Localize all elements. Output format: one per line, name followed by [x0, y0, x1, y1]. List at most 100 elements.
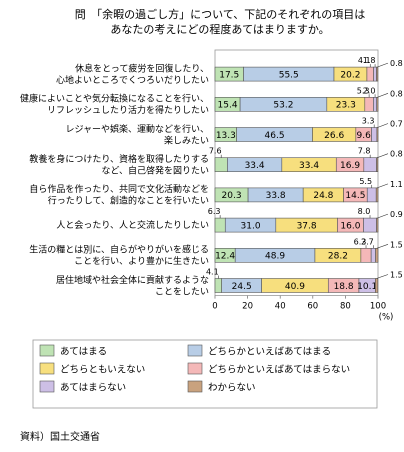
- bar-segment: [366, 187, 377, 203]
- value-label: 15.4: [218, 101, 238, 111]
- value-label: 10.1: [357, 282, 377, 292]
- bar-segment: [375, 187, 379, 203]
- bar-segment: [214, 217, 226, 233]
- legend-swatch: [187, 344, 203, 357]
- legend-swatch: [187, 380, 203, 393]
- category-label: リフレッシュしたり活力を得たりしたい: [47, 104, 209, 116]
- value-label: 16.9: [340, 161, 360, 171]
- chart-title-line: 問 「余暇の過ごし方」について、下記のそれぞれの項目は: [75, 7, 366, 21]
- value-label: 55.5: [279, 70, 299, 80]
- category-label: 教養を身につけたり、資格を取得したりする: [29, 153, 209, 165]
- value-label: 31.0: [241, 221, 261, 231]
- value-label: 4.1: [358, 56, 371, 65]
- x-tick-label: 0: [212, 302, 217, 312]
- bar-segment: [373, 66, 377, 82]
- legend-label: わからない: [208, 383, 256, 394]
- leader-line: [377, 62, 389, 68]
- category-label: 休息をとって疲労を回復したり、: [75, 62, 209, 74]
- value-label: 23.3: [336, 101, 356, 111]
- value-label: 7.8: [358, 147, 371, 156]
- leader-line: [377, 93, 389, 98]
- x-tick-label: 80: [340, 302, 351, 312]
- bar-segment: [364, 97, 374, 112]
- bar-segment: [376, 66, 379, 82]
- legend-label: あてはまる: [60, 347, 107, 358]
- value-label: 20.3: [222, 191, 242, 201]
- legend-frame: [32, 339, 378, 409]
- category-label: レジャーや娯楽、運動などを行い、: [65, 123, 209, 135]
- value-label: 0.8: [390, 89, 403, 98]
- value-label: 24.8: [313, 191, 333, 201]
- category-label: 生活の糧とは別に、自らがやりがいを感じる: [29, 244, 209, 256]
- leader-line: [377, 153, 389, 158]
- value-label: 33.4: [299, 161, 319, 171]
- x-tick-label: 20: [242, 302, 253, 312]
- category-label: ことをしたい: [155, 286, 209, 297]
- legend-label: どちらかといえばあてはまらない: [208, 365, 350, 376]
- category-label: 行ったりして、創造的なことを行いたい: [48, 195, 209, 207]
- bar-segment: [360, 248, 372, 263]
- bar-segment: [371, 127, 378, 142]
- leader-line: [377, 123, 389, 128]
- value-label: 0.8: [390, 150, 403, 159]
- leader-line: [376, 244, 389, 249]
- category-label: 人と会ったり、人と交流したりしたい: [56, 219, 209, 231]
- value-label: 7.6: [209, 147, 222, 156]
- bar-segment: [376, 127, 379, 142]
- value-label: 33.8: [266, 191, 286, 201]
- value-label: 20.2: [340, 70, 360, 80]
- bar-segment: [376, 217, 379, 233]
- value-label: 2.7: [361, 237, 374, 246]
- x-tick-label: 40: [275, 302, 286, 312]
- value-label: 8.0: [358, 207, 371, 216]
- value-label: 5.3: [357, 86, 370, 95]
- value-label: 9.6: [356, 131, 371, 141]
- x-tick-label: 60: [307, 302, 318, 312]
- bar-segment: [375, 278, 379, 293]
- bar-segment: [375, 248, 379, 263]
- value-label: 14.5: [345, 191, 365, 201]
- leader-line: [377, 213, 389, 219]
- value-label: 4.1: [206, 268, 219, 277]
- value-label: 1.1: [390, 180, 403, 189]
- x-tick-label: 100: [370, 302, 386, 312]
- category-label: ことを行い、より豊かに生きたい: [74, 255, 209, 267]
- legend-label: どちらかといえばあてはまる: [208, 347, 331, 358]
- legend-swatch: [187, 362, 203, 375]
- legend-swatch: [39, 362, 55, 375]
- value-label: 13.3: [216, 131, 236, 141]
- x-axis-unit: (%): [379, 313, 394, 323]
- value-label: 17.5: [219, 70, 239, 80]
- category-label: 楽しみたい: [164, 134, 209, 146]
- legend-label: あてはまらない: [60, 383, 126, 394]
- category-label: 居住地域や社会全体に貢献するような: [56, 274, 209, 286]
- bar-segment: [363, 217, 377, 233]
- value-label: 37.8: [297, 221, 317, 231]
- value-label: 16.0: [340, 221, 360, 231]
- value-label: 28.2: [328, 252, 348, 262]
- value-label: 1.5: [390, 271, 403, 280]
- bar-segment: [366, 66, 374, 82]
- source-note: 資料）国土交通省: [20, 430, 100, 443]
- bar-segment: [214, 278, 222, 293]
- chart-title-line: あなたの考えにどの程度あてはまりますか。: [110, 22, 329, 36]
- bar-segment: [214, 157, 228, 172]
- value-label: 26.6: [324, 131, 344, 141]
- value-label: 18.8: [334, 282, 354, 292]
- value-label: 0.8: [390, 59, 403, 68]
- category-label: 心地よいところでくつろいだりしたい: [56, 74, 209, 86]
- value-label: 53.2: [273, 101, 293, 111]
- legend-swatch: [39, 380, 55, 393]
- legend-label: どちらともいえない: [60, 365, 145, 376]
- value-label: 0.9: [390, 210, 403, 219]
- leader-line: [376, 274, 389, 279]
- category-label: 自ら作品を作ったり、共同で文化活動などを: [29, 183, 209, 195]
- leader-line: [377, 183, 389, 189]
- value-label: 6.3: [354, 237, 367, 246]
- value-label: 24.5: [232, 282, 252, 292]
- bar-segment: [373, 97, 377, 112]
- plot-frame: [214, 49, 379, 297]
- category-label: 健康によいことや気分転換になることを行い、: [20, 93, 209, 105]
- value-label: 5.5: [359, 177, 372, 186]
